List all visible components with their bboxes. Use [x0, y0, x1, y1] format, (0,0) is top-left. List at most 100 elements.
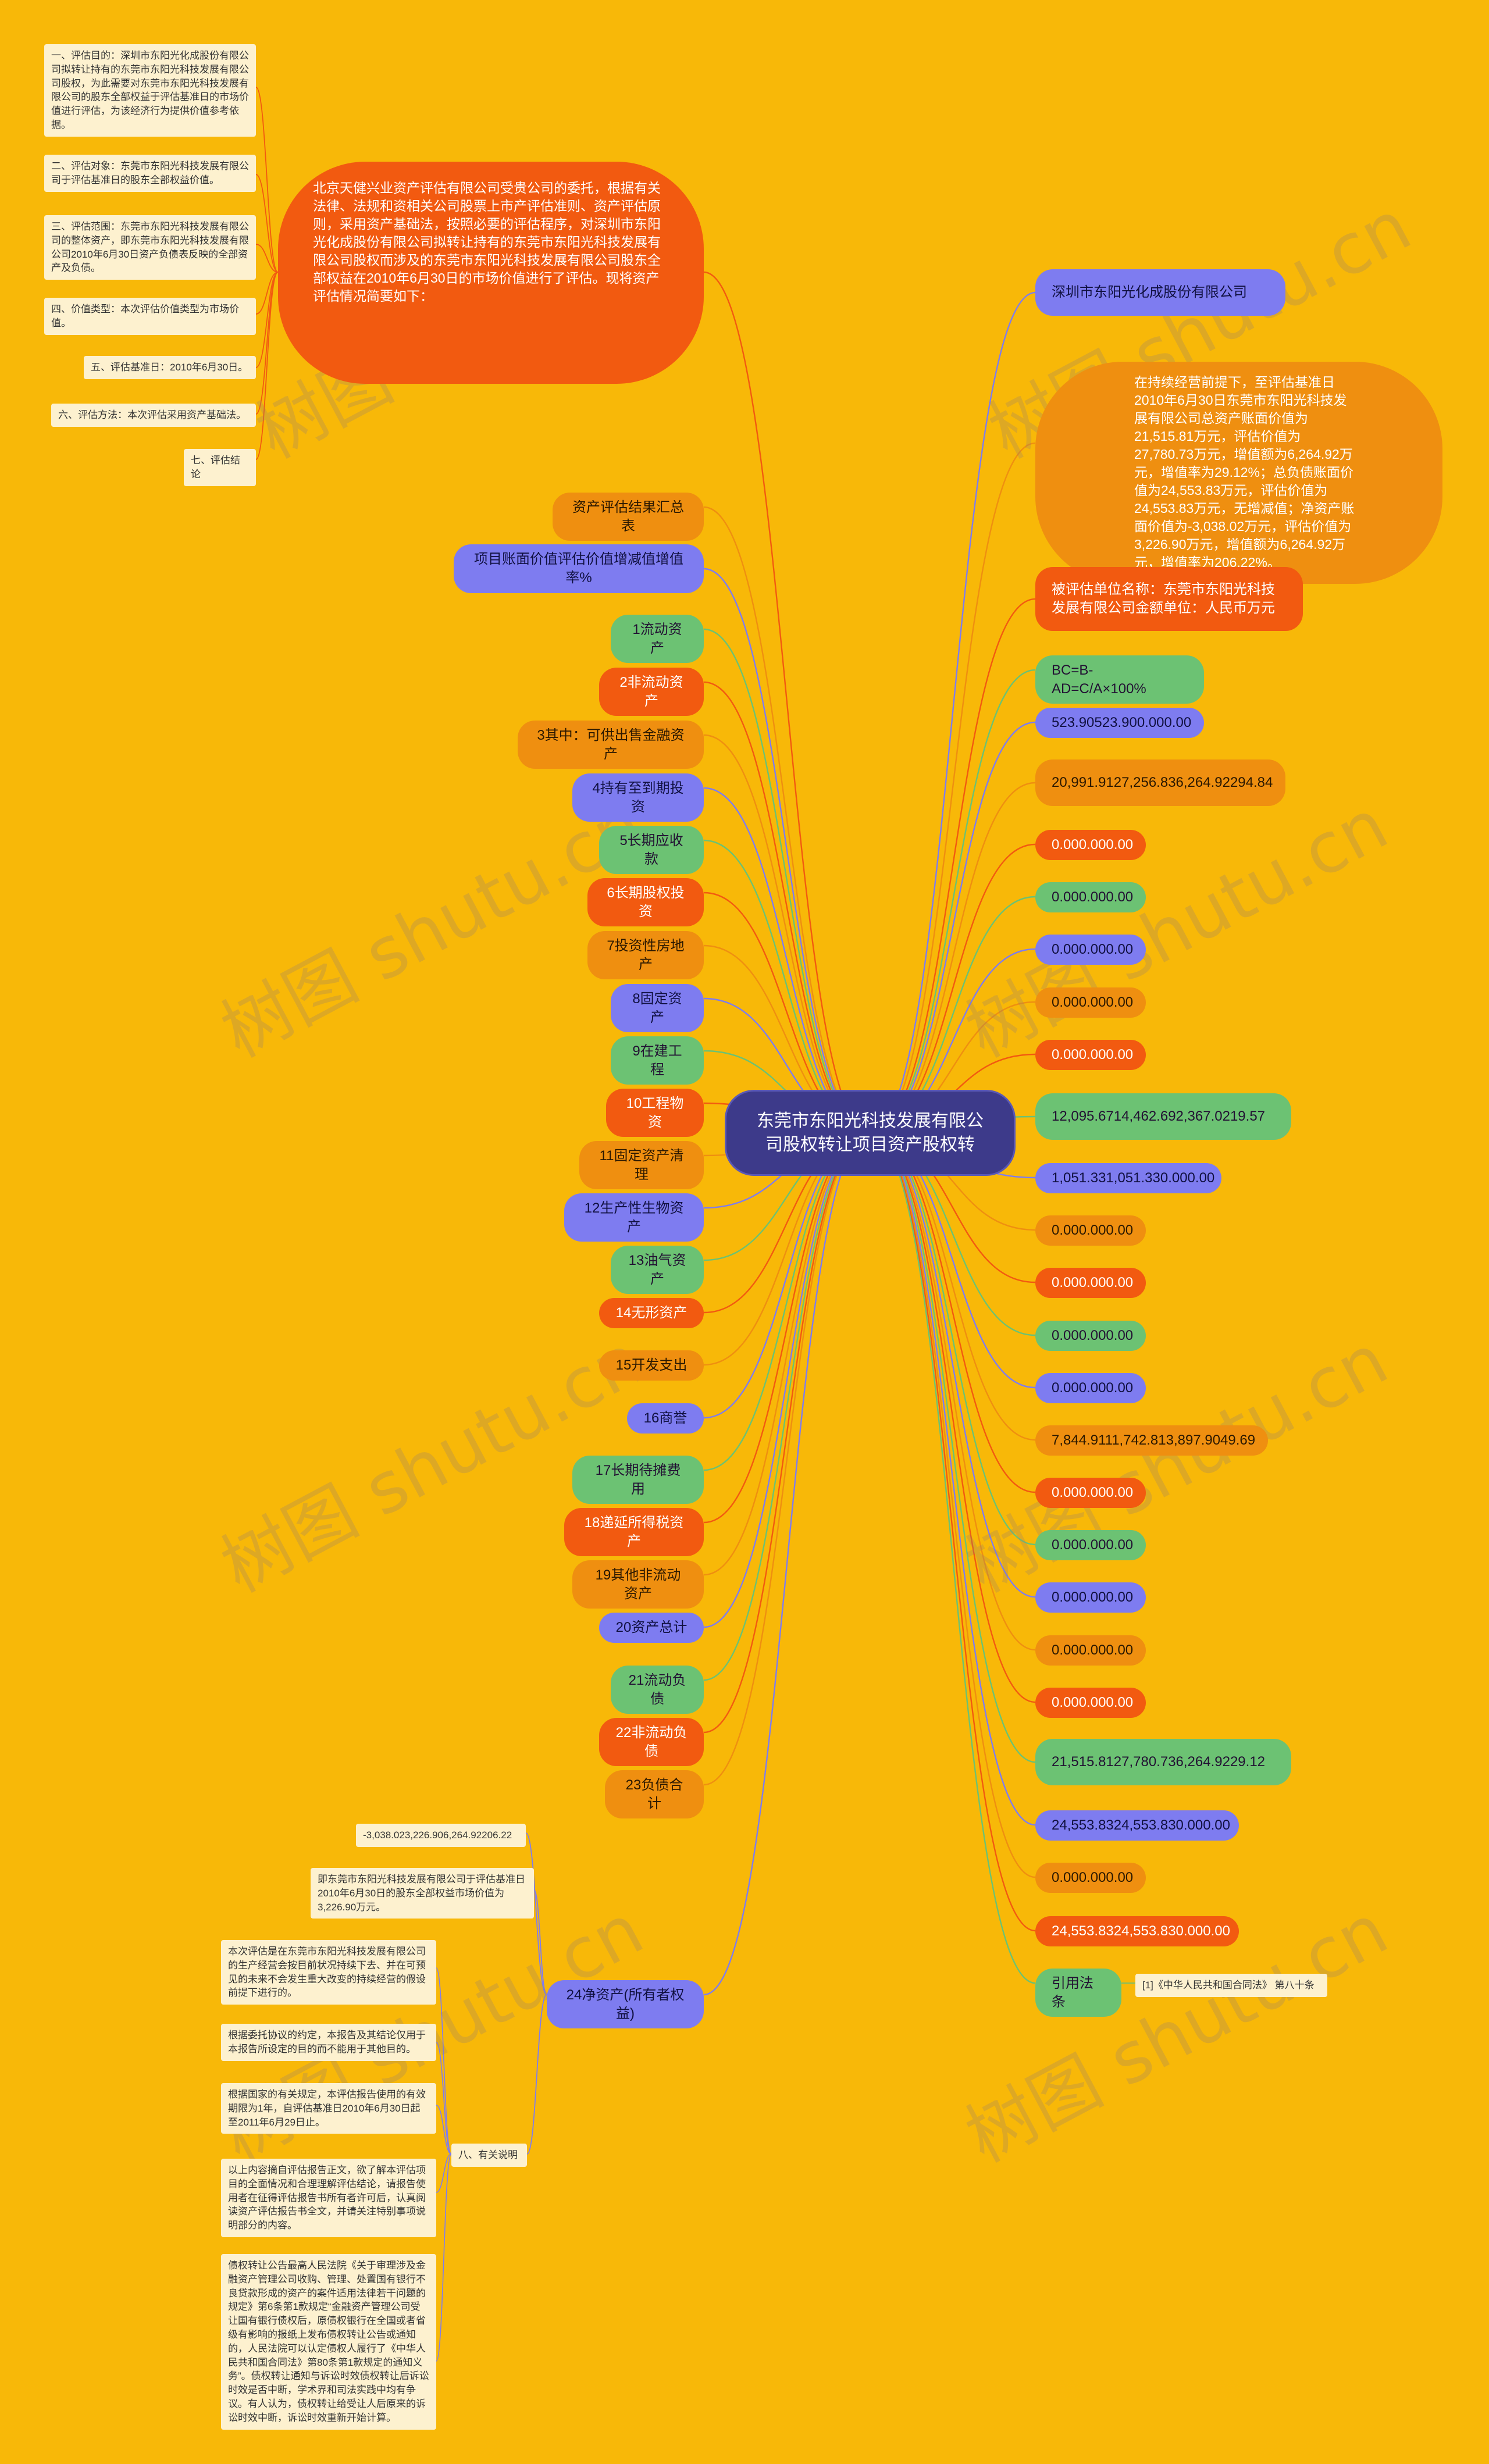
right-branch-item[interactable]: 21,515.8127,780.736,264.9229.12 — [1035, 1739, 1291, 1785]
connector-line — [436, 2105, 452, 2155]
left-branch-item[interactable]: 24净资产(所有者权益) — [547, 1980, 704, 2029]
right-branch-item[interactable]: 1,051.331,051.330.000.00 — [1035, 1163, 1221, 1193]
left-branch-item[interactable]: 9在建工程 — [611, 1036, 704, 1085]
right-branch-item[interactable]: BC=B-AD=C/A×100% — [1035, 655, 1204, 704]
left-branch-item[interactable]: 5长期应收款 — [599, 826, 704, 875]
note-validity: 根据国家的有关规定，本评估报告使用的有效期限为1年，自评估基准日2010年6月3… — [221, 2083, 436, 2134]
note-conclusion: 七、评估结论 — [184, 449, 256, 486]
left-branch-item[interactable]: 资产评估结果汇总表 — [553, 493, 704, 541]
note-scope: 三、评估范围：东莞市东阳光科技发展有限公司的整体资产，即东莞市东阳光科技发展有限… — [44, 215, 256, 280]
connector-line — [436, 2153, 452, 2362]
right-branch-item[interactable]: 深圳市东阳光化成股份有限公司 — [1035, 269, 1285, 316]
note-read-full: 以上内容摘自评估报告正文，欲了解本评估项目的全面情况和合理理解评估结论，请报告使… — [221, 2159, 436, 2237]
connector-line — [870, 1132, 1036, 1984]
left-branch-item[interactable]: 21流动负债 — [611, 1666, 704, 1714]
left-branch-item[interactable]: 23负债合计 — [605, 1770, 704, 1819]
left-branch-item[interactable]: 13油气资产 — [611, 1246, 704, 1295]
connector-line — [870, 291, 1036, 1134]
note-method: 六、评估方法：本次评估采用资产基础法。 — [51, 404, 256, 427]
connector-line — [870, 1132, 1036, 1703]
right-branch-item[interactable]: 0.000.000.00 — [1035, 1215, 1146, 1246]
right-branch-item[interactable]: 0.000.000.00 — [1035, 1373, 1146, 1403]
left-branch-item[interactable]: 12生产性生物资产 — [564, 1193, 704, 1242]
connector-line — [255, 174, 279, 273]
left-branch-item[interactable]: 19其他非流动资产 — [572, 1560, 704, 1609]
central-topic[interactable]: 东莞市东阳光科技发展有限公司股权转让项目资产股权转 — [725, 1090, 1016, 1176]
connector-line — [436, 1967, 452, 2155]
connector-line — [870, 598, 1036, 1134]
law-reference: [1]《中华人民共和国合同法》 第八十条 — [1135, 1974, 1327, 1997]
left-branch-item[interactable]: 6长期股权投资 — [587, 878, 704, 927]
connector-line — [703, 271, 871, 1134]
left-branch-item[interactable]: 20资产总计 — [599, 1613, 704, 1643]
left-branch-item[interactable]: 11固定资产清理 — [579, 1141, 704, 1190]
evaluation-summary-bubble[interactable]: 在持续经营前提下，至评估基准日2010年6月30日东莞市东阳光科技发展有限公司总… — [1035, 362, 1442, 584]
connector-line — [255, 244, 279, 273]
net-assets-values: -3,038.023,226.906,264.92206.22 — [356, 1824, 526, 1847]
left-branch-item[interactable]: 8固定资产 — [611, 984, 704, 1033]
right-branch-item[interactable]: 0.000.000.00 — [1035, 987, 1146, 1018]
right-branch-item[interactable]: 7,844.9111,742.813,897.9049.69 — [1035, 1425, 1268, 1456]
left-branch-item[interactable]: 16商誉 — [627, 1403, 704, 1434]
connector-line — [436, 2042, 452, 2155]
right-branch-item[interactable]: 24,553.8324,553.830.000.00 — [1035, 1916, 1239, 1946]
right-branch-item[interactable]: 0.000.000.00 — [1035, 1321, 1146, 1351]
connector-line — [870, 782, 1036, 1134]
intro-bubble-text: 北京天健兴业资产评估有限公司受贵公司的委托，根据有关法律、法规和资相关公司股票上… — [313, 180, 661, 304]
note-assumption: 本次评估是在东莞市东阳光科技发展有限公司的生产经营会按目前状况持续下去、并在可预… — [221, 1940, 436, 2005]
connector-line — [870, 1132, 1036, 1651]
intro-bubble[interactable]: 北京天健兴业资产评估有限公司受贵公司的委托，根据有关法律、法规和资相关公司股票上… — [278, 162, 704, 384]
section-notes-label: 八、有关说明 — [451, 2144, 527, 2167]
right-branch-item[interactable]: 0.000.000.00 — [1035, 1040, 1146, 1070]
right-branch-item[interactable]: 523.90523.900.000.00 — [1035, 708, 1204, 738]
right-branch-item[interactable]: 12,095.6714,462.692,367.0219.57 — [1035, 1093, 1291, 1140]
connector-line — [525, 1832, 547, 1995]
connector-line — [703, 787, 871, 1134]
right-branch-item[interactable]: 0.000.000.00 — [1035, 1478, 1146, 1508]
connector-line — [255, 87, 279, 273]
right-branch-item[interactable]: 0.000.000.00 — [1035, 1268, 1146, 1298]
connector-line — [870, 1132, 1036, 1493]
left-branch-item[interactable]: 4持有至到期投资 — [572, 773, 704, 822]
connector-line — [255, 272, 279, 460]
connector-line — [703, 1132, 871, 1996]
left-branch-item[interactable]: 7投资性房地产 — [587, 931, 704, 980]
right-branch-item[interactable]: 0.000.000.00 — [1035, 830, 1146, 860]
left-branch-item[interactable]: 14无形资产 — [599, 1298, 704, 1328]
note-debt-transfer: 债权转让公告最高人民法院《关于审理涉及金融资产管理公司收购、管理、处置国有银行不… — [221, 2254, 436, 2430]
right-branch-item[interactable]: 20,991.9127,256.836,264.92294.84 — [1035, 759, 1285, 806]
left-branch-item[interactable]: 1流动资产 — [611, 615, 704, 664]
right-branch-item[interactable]: 0.000.000.00 — [1035, 1635, 1146, 1666]
left-branch-item[interactable]: 22非流动负债 — [599, 1718, 704, 1767]
net-assets-summary: 即东莞市东阳光科技发展有限公司于评估基准日2010年6月30日的股东全部权益市场… — [311, 1868, 534, 1919]
note-object: 二、评估对象：东莞市东阳光科技发展有限公司于评估基准日的股东全部权益价值。 — [44, 155, 256, 192]
left-branch-item[interactable]: 3其中：可供出售金融资产 — [518, 721, 704, 769]
left-branch-item[interactable]: 18递延所得税资产 — [564, 1508, 704, 1557]
left-branch-item[interactable]: 项目账面价值评估价值增减值增值率% — [454, 544, 704, 593]
left-branch-item[interactable]: 10工程物资 — [606, 1089, 704, 1137]
connector-line — [870, 1132, 1036, 1932]
connector-line — [436, 2153, 452, 2193]
connector-line — [526, 1994, 547, 2155]
right-branch-item[interactable]: 0.000.000.00 — [1035, 1688, 1146, 1718]
right-branch-item[interactable]: 0.000.000.00 — [1035, 935, 1146, 965]
right-branch-item[interactable]: 0.000.000.00 — [1035, 1530, 1146, 1560]
left-branch-item[interactable]: 2非流动资产 — [599, 668, 704, 716]
connector-line — [703, 1132, 871, 1471]
left-branch-item[interactable]: 17长期待摊费用 — [572, 1456, 704, 1504]
right-branch-item[interactable]: 被评估单位名称：东莞市东阳光科技发展有限公司金额单位：人民币万元 — [1035, 567, 1303, 631]
connector-line — [703, 1132, 871, 1681]
right-branch-item[interactable]: 24,553.8324,553.830.000.00 — [1035, 1810, 1239, 1841]
connector-line — [703, 734, 871, 1134]
right-branch-item[interactable]: 0.000.000.00 — [1035, 1582, 1146, 1613]
connector-line — [870, 1132, 1036, 1878]
right-branch-item[interactable]: 引用法条 — [1035, 1969, 1121, 2017]
right-branch-item[interactable]: 0.000.000.00 — [1035, 1863, 1146, 1893]
connector-line — [703, 1132, 871, 1628]
central-topic-label: 东莞市东阳光科技发展有限公司股权转让项目资产股权转 — [757, 1111, 984, 1154]
right-branch-item[interactable]: 0.000.000.00 — [1035, 882, 1146, 912]
note-purpose: 一、评估目的：深圳市东阳光化成股份有限公司拟转让持有的东莞市东阳光科技发展有限公… — [44, 44, 256, 137]
left-branch-item[interactable]: 15开发支出 — [599, 1350, 704, 1381]
note-usage: 根据委托协议的约定，本报告及其结论仅用于本报告所设定的目的而不能用于其他目的。 — [221, 2024, 436, 2061]
connector-line — [533, 1889, 547, 1995]
